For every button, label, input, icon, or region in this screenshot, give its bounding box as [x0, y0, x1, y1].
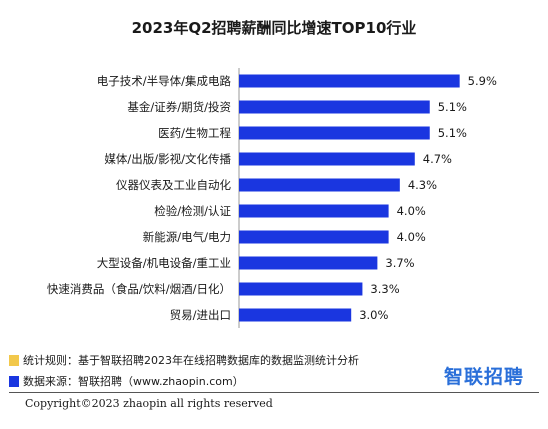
chart-title: 2023年Q2招聘薪酬同比增速TOP10行业	[131, 19, 417, 37]
bar	[239, 256, 378, 270]
footnote-rule: 统计规则： 基于智联招聘2023年在线招聘数据库的数据监测统计分析	[9, 352, 359, 368]
footer-divider	[9, 392, 539, 393]
category-label: 大型设备/机电设备/重工业	[97, 256, 231, 270]
data-label: 4.0%	[397, 204, 426, 218]
square-icon	[9, 354, 19, 366]
footnote-source: 数据来源： 智联招聘（www.zhaopin.com）	[9, 373, 244, 389]
bar-chart: 电子技术/半导体/集成电路 5.9% 基金/证券/期货/投资 5.1% 医药/生物工程 5…	[47, 68, 497, 328]
data-label: 3.3%	[370, 282, 399, 296]
bar	[239, 308, 352, 322]
category-label: 新能源/电气/电力	[143, 230, 231, 244]
footnote-source-text: 智联招聘（www.zhaopin.com）	[78, 375, 244, 388]
copyright-text: Copyright©2023 zhaopin all rights reserv…	[25, 397, 273, 410]
category-label: 电子技术/半导体/集成电路	[97, 74, 232, 88]
data-label: 5.1%	[438, 100, 467, 114]
data-label: 5.1%	[438, 126, 467, 140]
square-icon	[9, 375, 19, 387]
data-label: 4.7%	[423, 152, 452, 166]
zhaopin-logo: 智联招聘	[444, 366, 525, 388]
bar	[239, 204, 389, 218]
category-label: 医药/生物工程	[158, 126, 231, 140]
bar	[239, 74, 460, 88]
category-label: 贸易/进出口	[170, 308, 231, 322]
data-label: 4.3%	[408, 178, 437, 192]
data-label: 3.7%	[385, 256, 414, 270]
data-label: 3.0%	[359, 308, 388, 322]
category-label: 基金/证券/期货/投资	[127, 100, 231, 114]
bar	[239, 282, 363, 296]
data-label: 4.0%	[397, 230, 426, 244]
footnote-rule-label: 统计规则：	[23, 354, 78, 367]
data-label: 5.9%	[468, 74, 497, 88]
category-label: 检验/检测/认证	[154, 204, 231, 218]
category-label: 快速消费品（食品/饮料/烟酒/日化）	[47, 282, 231, 296]
bar	[239, 100, 430, 114]
bar	[239, 126, 430, 140]
bar	[239, 178, 400, 192]
bar	[239, 152, 415, 166]
footnote-source-label: 数据来源：	[23, 375, 78, 388]
category-label: 仪器仪表及工业自动化	[116, 178, 231, 192]
footnote-rule-text: 基于智联招聘2023年在线招聘数据库的数据监测统计分析	[78, 354, 359, 367]
bar	[239, 230, 389, 244]
category-label: 媒体/出版/影视/文化传播	[104, 152, 231, 166]
